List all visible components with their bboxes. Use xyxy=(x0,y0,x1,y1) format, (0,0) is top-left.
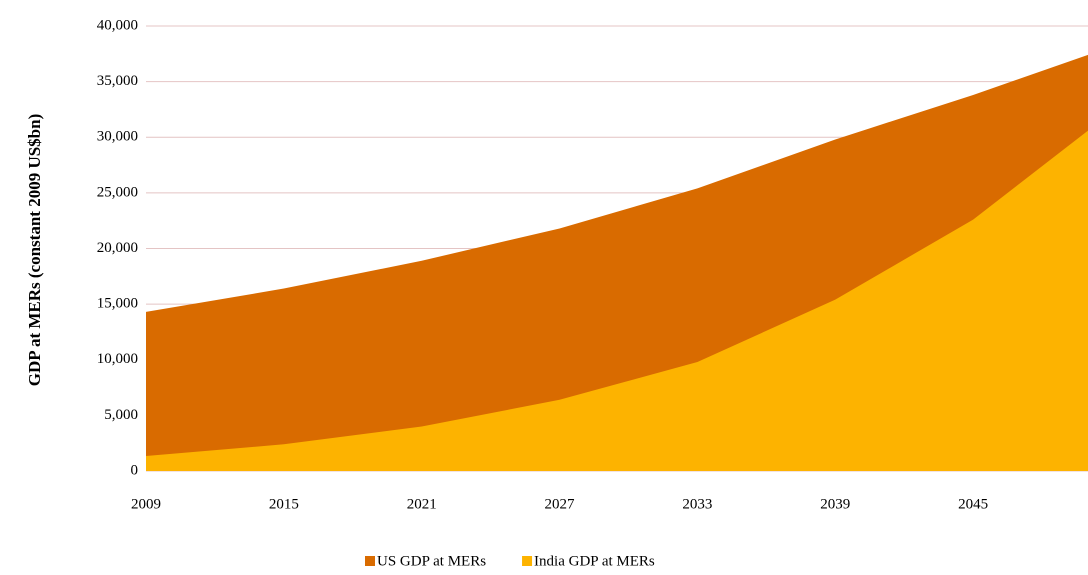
y-tick-label: 20,000 xyxy=(97,240,138,256)
x-tick-label: 2039 xyxy=(820,496,850,512)
y-tick-label: 30,000 xyxy=(97,129,138,145)
legend-label: US GDP at MERs xyxy=(377,553,486,569)
y-tick-label: 10,000 xyxy=(97,351,138,367)
x-tick-label: 2045 xyxy=(958,496,988,512)
y-tick-label: 0 xyxy=(131,462,139,478)
legend-swatch xyxy=(522,556,533,566)
y-tick-label: 15,000 xyxy=(97,296,138,312)
x-tick-label: 2015 xyxy=(269,496,299,512)
y-tick-label: 40,000 xyxy=(97,17,138,33)
area xyxy=(146,130,1088,471)
y-tick-label: 5,000 xyxy=(104,407,138,423)
x-tick-label: 2027 xyxy=(545,496,576,512)
x-tick-label: 2021 xyxy=(407,496,437,512)
y-axis-label: GDP at MERs (constant 2009 US$bn) xyxy=(25,114,44,387)
x-tick-label: 2009 xyxy=(131,496,161,512)
x-tick-label: 2033 xyxy=(682,496,712,512)
y-tick-label: 35,000 xyxy=(97,73,138,89)
legend-label: India GDP at MERs xyxy=(534,553,655,569)
y-tick-label: 25,000 xyxy=(97,184,138,200)
legend-swatch xyxy=(365,556,375,566)
